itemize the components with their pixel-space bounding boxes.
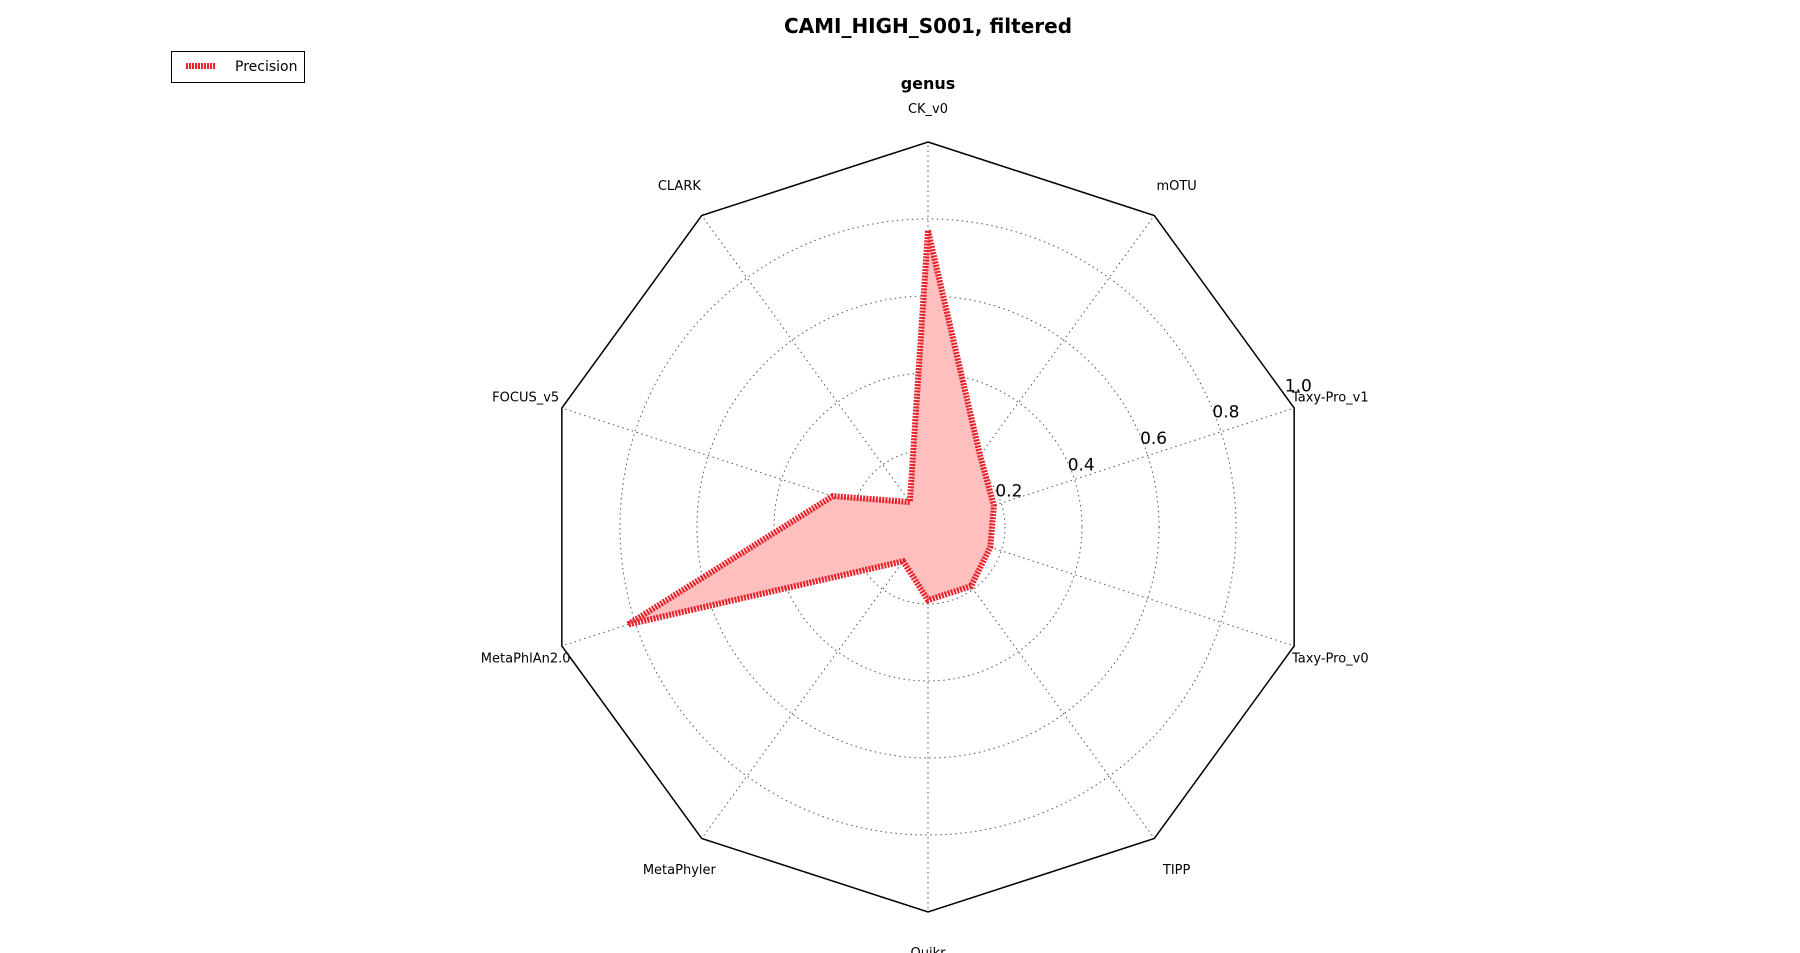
legend-label: Precision — [235, 59, 298, 75]
axis-label-taxy-pro-v0: Taxy-Pro_v0 — [1291, 652, 1369, 667]
spoke-line — [701, 215, 929, 528]
series-layer — [626, 229, 997, 628]
axis-label-ck-v0: CK_v0 — [908, 102, 948, 117]
grid-circle — [619, 218, 1237, 836]
axis-label-metaphyler: MetaPhyler — [643, 863, 717, 878]
legend: Precision — [171, 51, 305, 83]
axis-label-clark: CLARK — [658, 179, 702, 194]
series-area — [627, 230, 994, 625]
tick-labels: 0.2 0.4 0.6 0.8 1.0 — [995, 376, 1311, 501]
radar-spokes — [561, 142, 1295, 912]
tick-label: 0.4 — [1068, 455, 1095, 475]
axis-labels: CK_v0 mOTU Taxy-Pro_v1 Taxy-Pro_v0 TIPP Quikr… — [481, 102, 1369, 953]
chart-title: CAMI_HIGH_S001, filtered — [784, 14, 1072, 38]
axis-label-tipp: TIPP — [1162, 863, 1191, 878]
spoke-line — [561, 407, 929, 528]
tick-label: 0.8 — [1212, 403, 1239, 423]
spoke-line — [927, 526, 1295, 647]
legend-swatch — [186, 63, 216, 69]
axis-label-focus-v5: FOCUS_v5 — [492, 390, 559, 405]
spoke-line — [561, 526, 929, 647]
axis-label-quikr: Quikr — [911, 946, 947, 953]
grid-circle — [850, 449, 1006, 605]
radar-frame — [561, 141, 1295, 913]
series-line — [626, 229, 997, 628]
grid-circle — [696, 295, 1160, 759]
spoke-line — [927, 526, 1155, 839]
tick-label: 1.0 — [1285, 376, 1312, 396]
tick-label: 0.6 — [1140, 429, 1167, 449]
spoke-line — [701, 526, 929, 839]
tick-label: 0.2 — [995, 482, 1022, 502]
spoke-line — [927, 215, 1155, 528]
axis-label-metaphlan2-0: MetaPhlAn2.0 — [481, 652, 571, 667]
axis-label-motu: mOTU — [1156, 179, 1196, 194]
chart-subtitle: genus — [901, 74, 956, 93]
spoke-line — [927, 407, 1295, 528]
axis-label-taxy-pro-v1: Taxy-Pro_v1 — [1291, 390, 1369, 405]
